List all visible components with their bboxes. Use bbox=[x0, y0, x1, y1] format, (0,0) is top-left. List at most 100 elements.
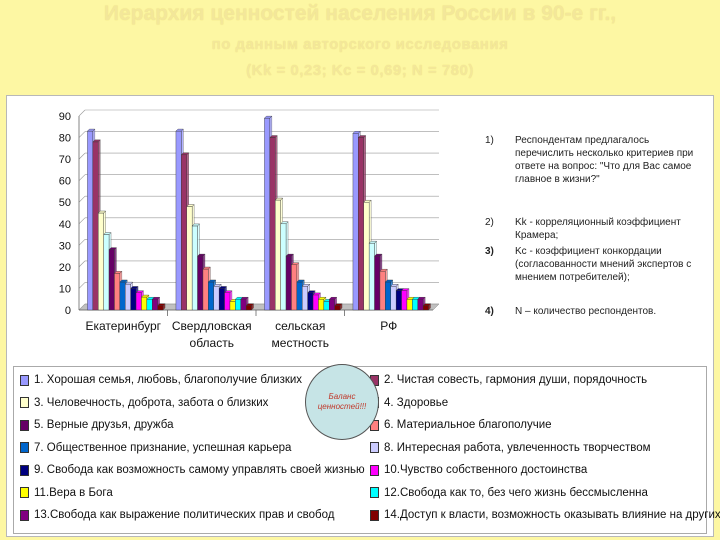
bar-s1-c2 bbox=[175, 130, 182, 311]
y-tick-label-6: 60 bbox=[59, 176, 71, 188]
bar-s14-c4 bbox=[422, 305, 429, 311]
chart-legend: 1. Хорошая семья, любовь, благополучие б… bbox=[13, 366, 720, 534]
legend-label-9: 9. Свобода как возможность самому управл… bbox=[34, 464, 365, 476]
legend-swatch-13 bbox=[20, 509, 29, 521]
bar-top-s8-c4 bbox=[390, 284, 399, 287]
grid-diag-9 bbox=[78, 109, 86, 117]
bar-s13-c2 bbox=[240, 299, 247, 311]
bar-s2-c3 bbox=[269, 137, 276, 311]
bar-top-s1-c4 bbox=[352, 131, 361, 134]
legend-label-10: 10.Чувство собственного достоинства bbox=[384, 464, 588, 476]
legend-item-9: 9. Свобода как возможность самому управл… bbox=[20, 464, 365, 476]
bar-s2-c1 bbox=[92, 141, 99, 311]
bar-s1-c1 bbox=[87, 130, 94, 311]
bar-top-s7-c4 bbox=[384, 279, 394, 283]
bar-s3-c4 bbox=[363, 202, 370, 311]
bar-top-s1-c3 bbox=[263, 115, 273, 119]
bar-top-s1-c2 bbox=[175, 128, 184, 132]
legend-swatch-10 bbox=[370, 464, 379, 476]
bar-s14-c3 bbox=[334, 305, 341, 311]
bar-top-s2-c4 bbox=[357, 135, 367, 138]
bar-top-s14-c1 bbox=[157, 303, 166, 306]
legend-swatch-11 bbox=[20, 487, 29, 498]
category-label-1-1: Екатеринбург bbox=[86, 319, 162, 333]
bar-s4-c3 bbox=[280, 223, 287, 311]
bar-s6-c4 bbox=[379, 270, 386, 311]
legend-item-13: 13.Свобода как выражение политических пр… bbox=[20, 509, 334, 521]
y-tick-label-1: 10 bbox=[59, 283, 71, 295]
bar-s1-c3 bbox=[264, 117, 271, 311]
legend-label-12: 12.Свобода как то, без чего жизнь бессмы… bbox=[384, 486, 648, 499]
bar-top-s5-c1 bbox=[108, 247, 117, 250]
bar-top-s2-c3 bbox=[269, 135, 278, 138]
bar-s12-c2 bbox=[235, 299, 241, 311]
bar-top-s7-c1 bbox=[119, 279, 128, 283]
bar-top-s6-c2 bbox=[202, 266, 211, 270]
content-panel: 0 10 20 30 40 50 60 70 80 90 Екатеринбург Свердловс… bbox=[6, 95, 720, 537]
y-tick-label-0: 0 bbox=[65, 305, 71, 317]
bar-s13-c3 bbox=[329, 299, 335, 311]
category-label-3-1: сельская bbox=[275, 319, 325, 333]
y-tick-label-8: 80 bbox=[59, 133, 71, 145]
legend-label-5: 5. Верные друзья, дружба bbox=[34, 419, 174, 431]
bar-s8-c2 bbox=[213, 286, 220, 311]
bar-s13-c1 bbox=[152, 299, 158, 311]
note-2-num: 2) bbox=[485, 217, 494, 228]
bar-s14-c1 bbox=[157, 305, 164, 311]
page-subtitle: по данным авторского исследования bbox=[211, 36, 509, 53]
bar-top-s11-c1 bbox=[140, 294, 150, 298]
category-label-4-1: РФ bbox=[380, 319, 397, 333]
bar-top-s10-c2 bbox=[224, 290, 233, 293]
legend-item-3: 3. Человечность, доброта, забота о близк… bbox=[20, 397, 268, 409]
legend-swatch-12 bbox=[370, 487, 379, 498]
legend-item-5: 5. Верные друзья, дружба bbox=[20, 419, 173, 431]
bar-top-s9-c1 bbox=[130, 286, 139, 289]
balance-badge: Баланс ценностей!!! bbox=[305, 364, 379, 440]
bar-s4-c1 bbox=[103, 234, 110, 311]
legend-item-1: 1. Хорошая семья, любовь, благополучие б… bbox=[20, 374, 302, 386]
bar-s9-c2 bbox=[218, 288, 225, 311]
bar-top-s5-c4 bbox=[374, 253, 383, 257]
grid-diag-8 bbox=[78, 131, 86, 138]
note-4-text: N – количество респондентов. bbox=[515, 306, 657, 317]
legend-item-6: 6. Материальное благополучие bbox=[370, 419, 552, 431]
bar-s9-c4 bbox=[395, 290, 402, 311]
legend-label-11: 11.Вера в Бога bbox=[34, 486, 113, 499]
bar-top-s8-c2 bbox=[213, 284, 222, 287]
legend-label-4: 4. Здоровье bbox=[384, 396, 449, 409]
bar-top-s4-c1 bbox=[103, 232, 112, 235]
bar-s2-c2 bbox=[181, 154, 187, 311]
grid-diag-1 bbox=[78, 282, 86, 289]
bar-top-s13-c4 bbox=[417, 297, 426, 300]
legend-label-8: 8. Интересная работа, увлеченность творч… bbox=[384, 441, 651, 454]
grid-diag-5 bbox=[78, 196, 86, 203]
legend-item-14: 14.Доступ к власти, возможность оказыват… bbox=[370, 509, 720, 521]
bar-top-s1-c1 bbox=[86, 128, 96, 132]
bar-top-s14-c2 bbox=[245, 303, 255, 306]
bar-top-s3-c1 bbox=[97, 210, 107, 214]
bar-s8-c1 bbox=[125, 283, 131, 311]
grid-diag-7 bbox=[78, 152, 86, 160]
bar-top-s14-c3 bbox=[334, 303, 343, 306]
bar-s10-c2 bbox=[224, 292, 231, 311]
balance-line-1: Баланс bbox=[328, 392, 356, 401]
bar-s7-c3 bbox=[296, 281, 303, 311]
bar-top-s8-c3 bbox=[301, 284, 311, 287]
legend-item-7: 7. Общественное признание, успешная карь… bbox=[20, 442, 291, 454]
bar-top-s13-c2 bbox=[240, 297, 249, 300]
grid-diag-6 bbox=[78, 174, 86, 181]
bar-s3-c2 bbox=[186, 206, 193, 311]
bar-top-s9-c2 bbox=[218, 286, 228, 289]
legend-label-2: 2. Чистая совесть, гармония души, порядо… bbox=[384, 374, 648, 386]
grid-diag-2 bbox=[78, 260, 86, 268]
bar-s11-c1 bbox=[141, 296, 148, 311]
bar-top-s10-c1 bbox=[135, 290, 144, 293]
legend-label-14: 14.Доступ к власти, возможность оказыват… bbox=[384, 509, 720, 521]
grid-diag-4 bbox=[78, 217, 86, 224]
bar-top-s6-c3 bbox=[290, 262, 300, 265]
bar-s13-c4 bbox=[417, 299, 424, 311]
legend-item-2: 2. Чистая совесть, гармония души, порядо… bbox=[370, 374, 647, 386]
bar-s7-c4 bbox=[385, 281, 391, 311]
bar-s5-c4 bbox=[374, 255, 381, 311]
bar-s5-c1 bbox=[108, 249, 115, 311]
